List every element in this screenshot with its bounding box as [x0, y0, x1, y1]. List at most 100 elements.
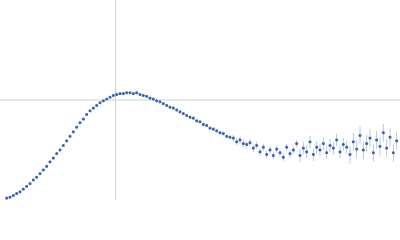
- data-point: [18, 190, 22, 194]
- data-point: [211, 127, 215, 131]
- data-point: [228, 135, 232, 139]
- data-point: [78, 121, 82, 125]
- data-point: [231, 136, 235, 140]
- data-point: [108, 95, 112, 99]
- data-point: [348, 153, 352, 157]
- data-point: [331, 146, 335, 150]
- data-point: [365, 142, 369, 146]
- data-point: [308, 140, 312, 144]
- data-point: [345, 145, 349, 149]
- data-point: [145, 94, 149, 98]
- page: (() => { const data = JSON.parse(documen…: [0, 0, 400, 200]
- data-point: [335, 138, 339, 142]
- data-point: [305, 150, 309, 154]
- data-point: [115, 93, 119, 97]
- data-point: [388, 135, 392, 139]
- data-point: [85, 113, 89, 117]
- data-point: [171, 106, 175, 110]
- data-point: [125, 91, 129, 95]
- data-point: [58, 148, 62, 152]
- data-point: [68, 134, 72, 138]
- data-point: [168, 105, 172, 109]
- data-point: [191, 116, 195, 120]
- data-point: [28, 182, 32, 186]
- data-point: [255, 143, 259, 147]
- data-point: [205, 123, 209, 127]
- data-point: [121, 92, 125, 96]
- data-point: [381, 131, 385, 135]
- data-point: [358, 133, 362, 137]
- data-point: [201, 123, 205, 127]
- data-point: [251, 146, 255, 150]
- data-point: [141, 93, 145, 97]
- data-point: [328, 143, 332, 147]
- data-point: [291, 148, 295, 152]
- data-point: [25, 184, 29, 188]
- data-point: [55, 152, 59, 156]
- data-point: [88, 109, 92, 113]
- data-point: [135, 91, 139, 95]
- data-point: [188, 115, 192, 119]
- data-point: [51, 156, 55, 160]
- data-point: [131, 92, 135, 96]
- data-point: [128, 91, 132, 95]
- data-point: [15, 192, 19, 196]
- data-point: [218, 131, 222, 135]
- data-point: [11, 193, 15, 197]
- data-point: [181, 112, 185, 116]
- data-point: [48, 160, 52, 164]
- data-point: [151, 97, 155, 101]
- data-point: [8, 195, 12, 199]
- data-point: [275, 147, 279, 151]
- data-point: [258, 150, 262, 154]
- data-point: [61, 143, 65, 147]
- data-point: [225, 134, 229, 138]
- data-point: [198, 120, 202, 124]
- data-point: [45, 164, 49, 168]
- data-point: [238, 138, 242, 142]
- data-point: [248, 141, 252, 145]
- data-point: [98, 101, 102, 105]
- data-point: [278, 151, 282, 155]
- data-point: [31, 178, 35, 182]
- data-point: [245, 143, 249, 147]
- data-point: [138, 93, 142, 97]
- data-point: [375, 138, 379, 142]
- data-point: [71, 130, 75, 134]
- data-point: [288, 152, 292, 156]
- data-point: [285, 145, 289, 149]
- data-point: [95, 103, 99, 107]
- data-point: [391, 151, 395, 155]
- data-point: [41, 168, 45, 172]
- data-point: [298, 153, 302, 157]
- data-point: [118, 92, 122, 96]
- data-point: [235, 140, 239, 144]
- data-point: [321, 142, 325, 146]
- data-point: [341, 143, 345, 147]
- data-point: [318, 148, 322, 152]
- data-point: [378, 144, 382, 148]
- data-point: [101, 99, 105, 103]
- data-point: [5, 196, 9, 200]
- data-point: [175, 108, 179, 112]
- data-point: [21, 187, 25, 191]
- data-point: [325, 151, 329, 155]
- data-point: [311, 153, 315, 157]
- data-point: [221, 132, 225, 136]
- data-point: [271, 153, 275, 157]
- data-point: [301, 146, 305, 150]
- data-point: [281, 155, 285, 159]
- data-point: [185, 113, 189, 117]
- data-point: [148, 96, 152, 100]
- data-point: [81, 117, 85, 121]
- data-point: [395, 139, 399, 143]
- data-point: [161, 102, 165, 106]
- data-point: [35, 175, 39, 179]
- data-point: [338, 150, 342, 154]
- data-point: [261, 145, 265, 149]
- data-point: [38, 172, 42, 176]
- data-point: [195, 119, 199, 123]
- data-point: [155, 99, 159, 103]
- data-point: [385, 146, 389, 150]
- data-point: [208, 126, 212, 130]
